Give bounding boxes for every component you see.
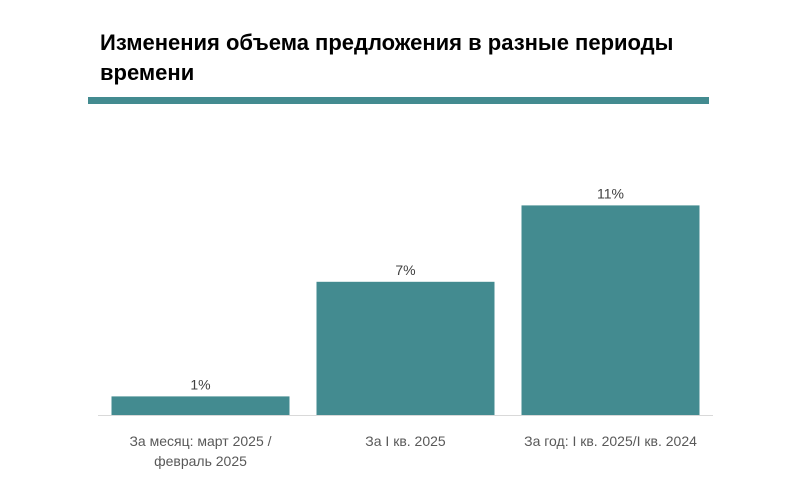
data-label-2: 7% [395, 262, 415, 278]
bars-layer [111, 205, 700, 416]
data-label-3: 11% [597, 185, 624, 201]
title-underline [88, 97, 709, 104]
bar-3 [521, 205, 700, 416]
bar-2 [316, 281, 495, 416]
category-label-1-line-2: февраль 2025 [154, 453, 247, 469]
category-label-2: За I кв. 2025 [365, 433, 446, 449]
bar-1 [111, 396, 290, 416]
data-label-1: 1% [190, 376, 210, 392]
category-label-3: За год: I кв. 2025/I кв. 2024 [524, 433, 697, 449]
labels-layer: 1% 7% 11% [190, 185, 624, 392]
category-label-1-line-1: За месяц: март 2025 / [129, 433, 271, 449]
chart-title: Изменения объема предложения в разные пе… [100, 30, 674, 85]
category-labels-layer: За месяц: март 2025 / февраль 2025 За I кв… [129, 433, 697, 469]
